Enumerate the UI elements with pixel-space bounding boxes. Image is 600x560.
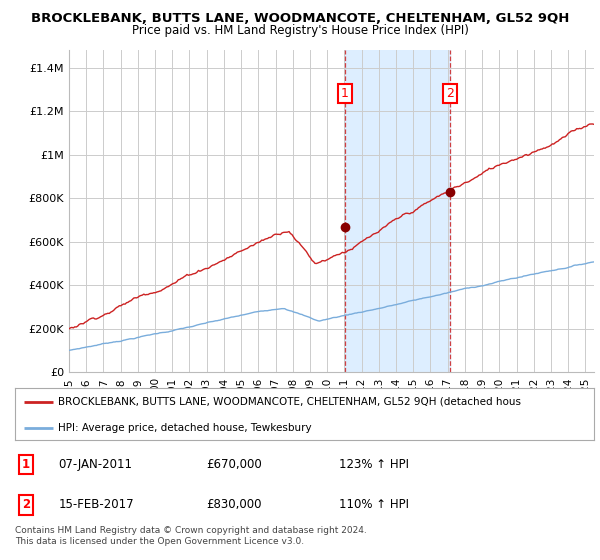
Text: Price paid vs. HM Land Registry's House Price Index (HPI): Price paid vs. HM Land Registry's House … xyxy=(131,24,469,36)
Text: 15-FEB-2017: 15-FEB-2017 xyxy=(58,498,134,511)
Text: 1: 1 xyxy=(341,87,349,100)
Text: BROCKLEBANK, BUTTS LANE, WOODMANCOTE, CHELTENHAM, GL52 9QH (detached hous: BROCKLEBANK, BUTTS LANE, WOODMANCOTE, CH… xyxy=(58,397,521,407)
Bar xyxy=(345,50,450,372)
Text: 2: 2 xyxy=(22,498,30,511)
Text: 07-JAN-2011: 07-JAN-2011 xyxy=(58,458,133,471)
Text: BROCKLEBANK, BUTTS LANE, WOODMANCOTE, CHELTENHAM, GL52 9QH: BROCKLEBANK, BUTTS LANE, WOODMANCOTE, CH… xyxy=(31,12,569,25)
Text: 110% ↑ HPI: 110% ↑ HPI xyxy=(339,498,409,511)
Text: 1: 1 xyxy=(22,458,30,471)
Text: £670,000: £670,000 xyxy=(206,458,262,471)
Text: £830,000: £830,000 xyxy=(206,498,262,511)
Text: 123% ↑ HPI: 123% ↑ HPI xyxy=(339,458,409,471)
Text: 2: 2 xyxy=(446,87,454,100)
Text: Contains HM Land Registry data © Crown copyright and database right 2024.
This d: Contains HM Land Registry data © Crown c… xyxy=(15,526,367,546)
Text: HPI: Average price, detached house, Tewkesbury: HPI: Average price, detached house, Tewk… xyxy=(58,423,312,433)
